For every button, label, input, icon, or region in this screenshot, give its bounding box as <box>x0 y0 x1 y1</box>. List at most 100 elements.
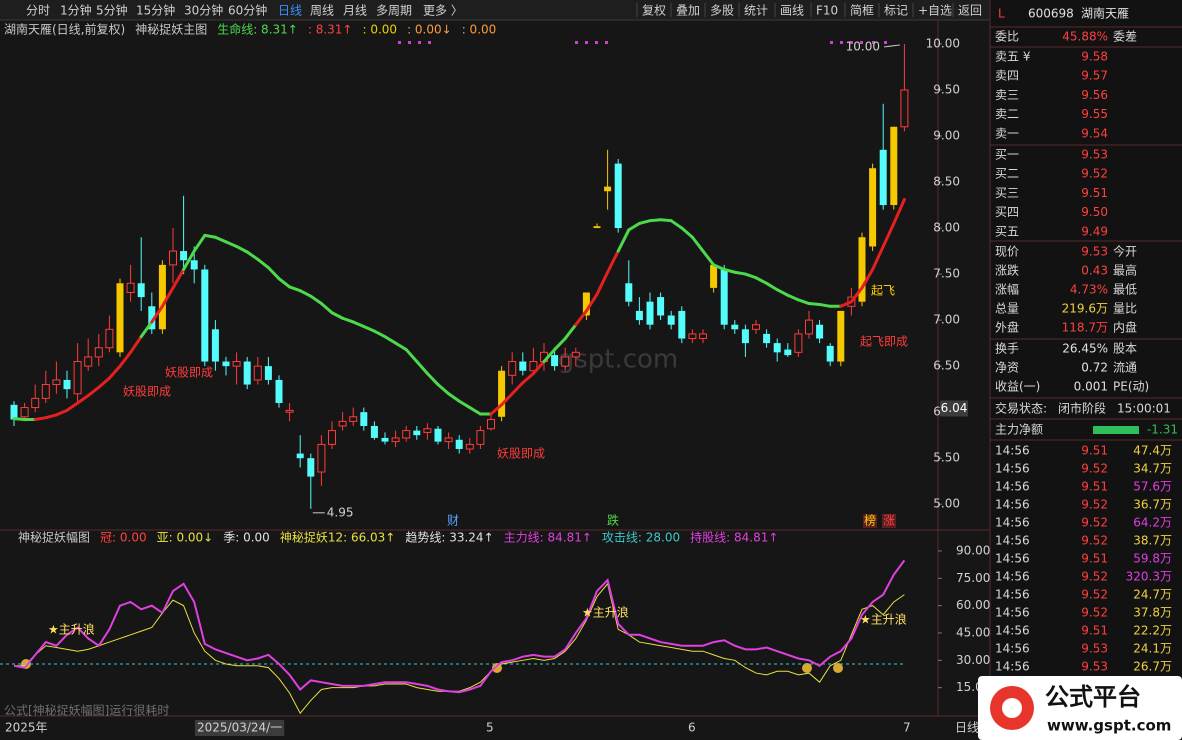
panel-text: -1.31 <box>1147 423 1178 437</box>
candle-body <box>805 319 813 335</box>
panel-text: 9.52 <box>1081 516 1108 530</box>
candle-body <box>52 379 61 386</box>
candle-body <box>190 260 198 270</box>
annotation: 妖股即成 <box>123 385 171 399</box>
toolbar-tab[interactable]: 多周期 <box>376 4 412 18</box>
candle-body <box>763 333 771 344</box>
toolbar-button[interactable]: 复权 <box>642 4 666 18</box>
candle-body <box>73 361 82 395</box>
toolbar-tab[interactable]: 分时 <box>26 4 50 18</box>
indicator-label: 神秘捉妖12: 66.03↑ <box>280 530 396 545</box>
candle-body <box>381 437 389 442</box>
candle-body <box>63 379 71 390</box>
life-line <box>468 406 482 416</box>
toolbar-tab[interactable]: 更多 〉 <box>423 4 463 18</box>
x-cursor-box <box>195 720 285 736</box>
cursor-price: 6.04 <box>941 401 968 415</box>
candle-body <box>148 306 156 330</box>
flag: L <box>998 7 1005 21</box>
candle-body <box>614 163 622 229</box>
life-line <box>690 235 705 253</box>
life-line <box>171 267 186 290</box>
toolbar-tab[interactable]: 日线 <box>278 4 302 18</box>
toolbar-button[interactable]: 统计 <box>744 4 768 18</box>
signal-dot <box>840 41 843 44</box>
toolbar-button[interactable]: 画线 <box>780 4 804 18</box>
candle-body <box>201 269 209 362</box>
life-line <box>563 323 578 341</box>
indicator-label: 季: 0.00 <box>223 531 270 545</box>
indicator-label: 亚: 0.00↓ <box>157 531 214 545</box>
y-tick-label: 5.50 <box>933 451 960 465</box>
panel-text: 委差 <box>1113 30 1137 44</box>
toolbar-tab[interactable]: 月线 <box>343 4 367 18</box>
candle-body <box>413 430 421 436</box>
event-box <box>882 514 896 528</box>
toolbar-button[interactable]: 标记 <box>884 4 908 18</box>
life-line <box>743 272 758 280</box>
toolbar-tab[interactable]: 30分钟 <box>184 3 223 18</box>
panel-text: 现价 <box>995 245 1019 259</box>
panel-text: 118.7万 <box>1062 321 1108 335</box>
toolbar-tab[interactable]: 60分钟 <box>228 3 267 18</box>
panel-text: 9.57 <box>1081 69 1108 83</box>
candle-body <box>370 425 378 438</box>
y-tick-label: 8.00 <box>933 221 960 235</box>
candle-body <box>391 437 400 443</box>
x-tick-label: 2025年 <box>5 721 48 735</box>
panel-text: 股本 <box>1113 342 1137 356</box>
toolbar-button[interactable]: 叠加 <box>676 4 700 18</box>
signal-dot <box>408 41 411 44</box>
panel-text: 26.45% <box>1062 342 1108 356</box>
life-line <box>33 416 48 422</box>
candle-body <box>31 397 40 409</box>
panel-text: 总量 <box>995 302 1019 316</box>
toolbar-tab[interactable]: 1分钟 <box>60 3 92 18</box>
life-line <box>351 320 366 329</box>
panel-text: 219.6万 <box>1062 302 1108 316</box>
panel-text: 22.2万 <box>1133 624 1172 638</box>
panel-text: 主力净额 <box>995 423 1043 437</box>
panel-text: 今开 <box>1113 244 1137 259</box>
footer-note: 公式[神秘捉妖幅图]运行很耗时 <box>4 703 169 718</box>
panel-text: 9.52 <box>1081 588 1108 602</box>
toolbar-button[interactable]: F10 <box>816 4 838 18</box>
life-line <box>701 249 716 267</box>
candle-body <box>211 329 219 362</box>
toolbar-button[interactable]: 简框 <box>850 4 874 18</box>
candle-body <box>253 365 262 381</box>
toolbar-button[interactable]: 多股 <box>710 4 734 18</box>
candle-body <box>720 269 728 325</box>
main-chart: 湖南天雁(日线,前复权) 神秘捉妖主图 生命线: 8.31↑: 8.31↑: 0.0… <box>4 22 968 528</box>
life-line <box>680 226 694 239</box>
life-line <box>118 350 133 368</box>
toolbar-tab[interactable]: 5分钟 <box>96 3 128 18</box>
panel-text: 9.53 <box>1081 148 1108 162</box>
candle-body <box>434 428 442 442</box>
net-bar <box>1093 426 1139 434</box>
toolbar-tab[interactable]: 15分钟 <box>136 3 175 18</box>
life-line <box>12 417 27 422</box>
toolbar-button[interactable]: 返回 <box>958 4 982 18</box>
panel-text: 4.73% <box>1070 283 1108 297</box>
candle-body <box>699 333 707 340</box>
panel-text: 47.4万 <box>1133 444 1172 458</box>
panel-text: 34.7万 <box>1133 462 1172 476</box>
life-line <box>372 329 387 339</box>
annotation: 起飞 <box>871 284 895 298</box>
panel-text: 14:56 <box>995 498 1030 512</box>
money-icon <box>833 663 843 673</box>
panel-text: 卖一 <box>995 126 1019 140</box>
ui: 公式[神秘捉妖幅图]运行很耗时 分时 1分钟 5分钟 15分钟 30分钟 60分钟 日线 周线… <box>4 3 982 736</box>
panel-text: 最低 <box>1113 283 1137 297</box>
toolbar-tab[interactable]: 周线 <box>310 4 334 18</box>
life-line <box>616 228 631 253</box>
life-line <box>553 337 567 352</box>
y-tick-label: 60.00 <box>956 598 990 612</box>
candle-body <box>94 347 103 358</box>
toolbar-button[interactable]: +自选 <box>918 4 952 18</box>
life-line <box>627 221 641 232</box>
life-line <box>330 311 345 320</box>
panel-text: 卖三 <box>995 88 1019 102</box>
panel-text: 买三 <box>995 186 1019 200</box>
